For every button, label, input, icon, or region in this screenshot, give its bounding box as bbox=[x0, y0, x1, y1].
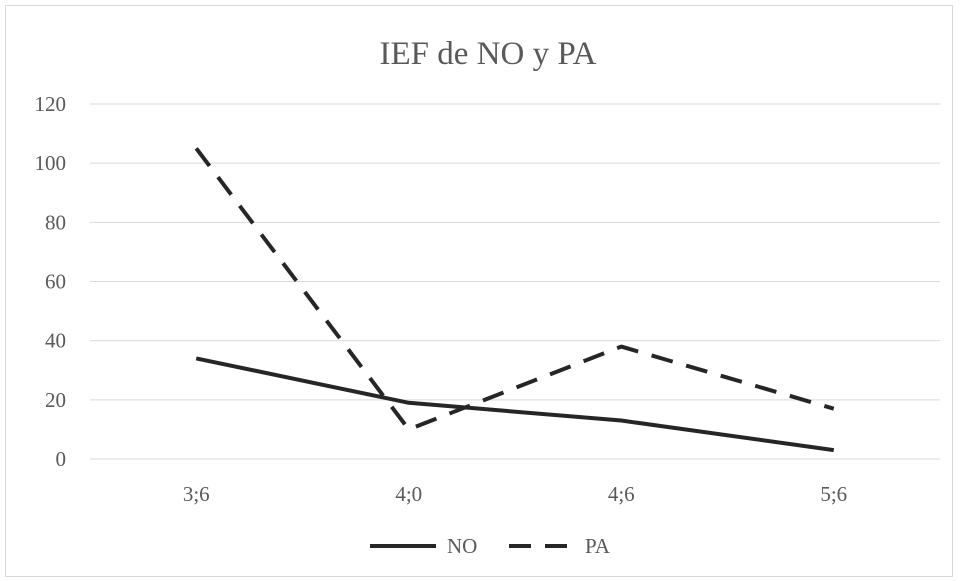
y-tick-label: 80 bbox=[45, 210, 66, 234]
chart-frame bbox=[5, 5, 953, 577]
gridlines bbox=[90, 103, 940, 460]
x-tick-label: 4;0 bbox=[395, 482, 422, 506]
legend-label-pa: PA bbox=[585, 534, 611, 558]
series-line-pa bbox=[194, 147, 835, 432]
y-tick-label: 20 bbox=[45, 388, 66, 412]
y-axis-ticks: 0 20 40 60 80 100 120 bbox=[35, 92, 67, 471]
y-tick-label: 100 bbox=[35, 151, 67, 175]
x-axis-ticks: 3;6 4;0 4;6 5;6 bbox=[183, 482, 847, 506]
legend: NO PA bbox=[370, 534, 611, 558]
y-tick-label: 120 bbox=[35, 92, 67, 116]
x-tick-label: 3;6 bbox=[183, 482, 210, 506]
y-tick-label: 60 bbox=[45, 270, 66, 294]
y-tick-label: 40 bbox=[45, 329, 66, 353]
x-tick-label: 4;6 bbox=[608, 482, 635, 506]
legend-label-no: NO bbox=[447, 534, 477, 558]
series-lines bbox=[194, 147, 835, 453]
x-tick-label: 5;6 bbox=[820, 482, 847, 506]
y-tick-label: 0 bbox=[56, 447, 67, 471]
series-line-no bbox=[195, 356, 835, 453]
chart-title: IEF de NO y PA bbox=[380, 36, 597, 72]
